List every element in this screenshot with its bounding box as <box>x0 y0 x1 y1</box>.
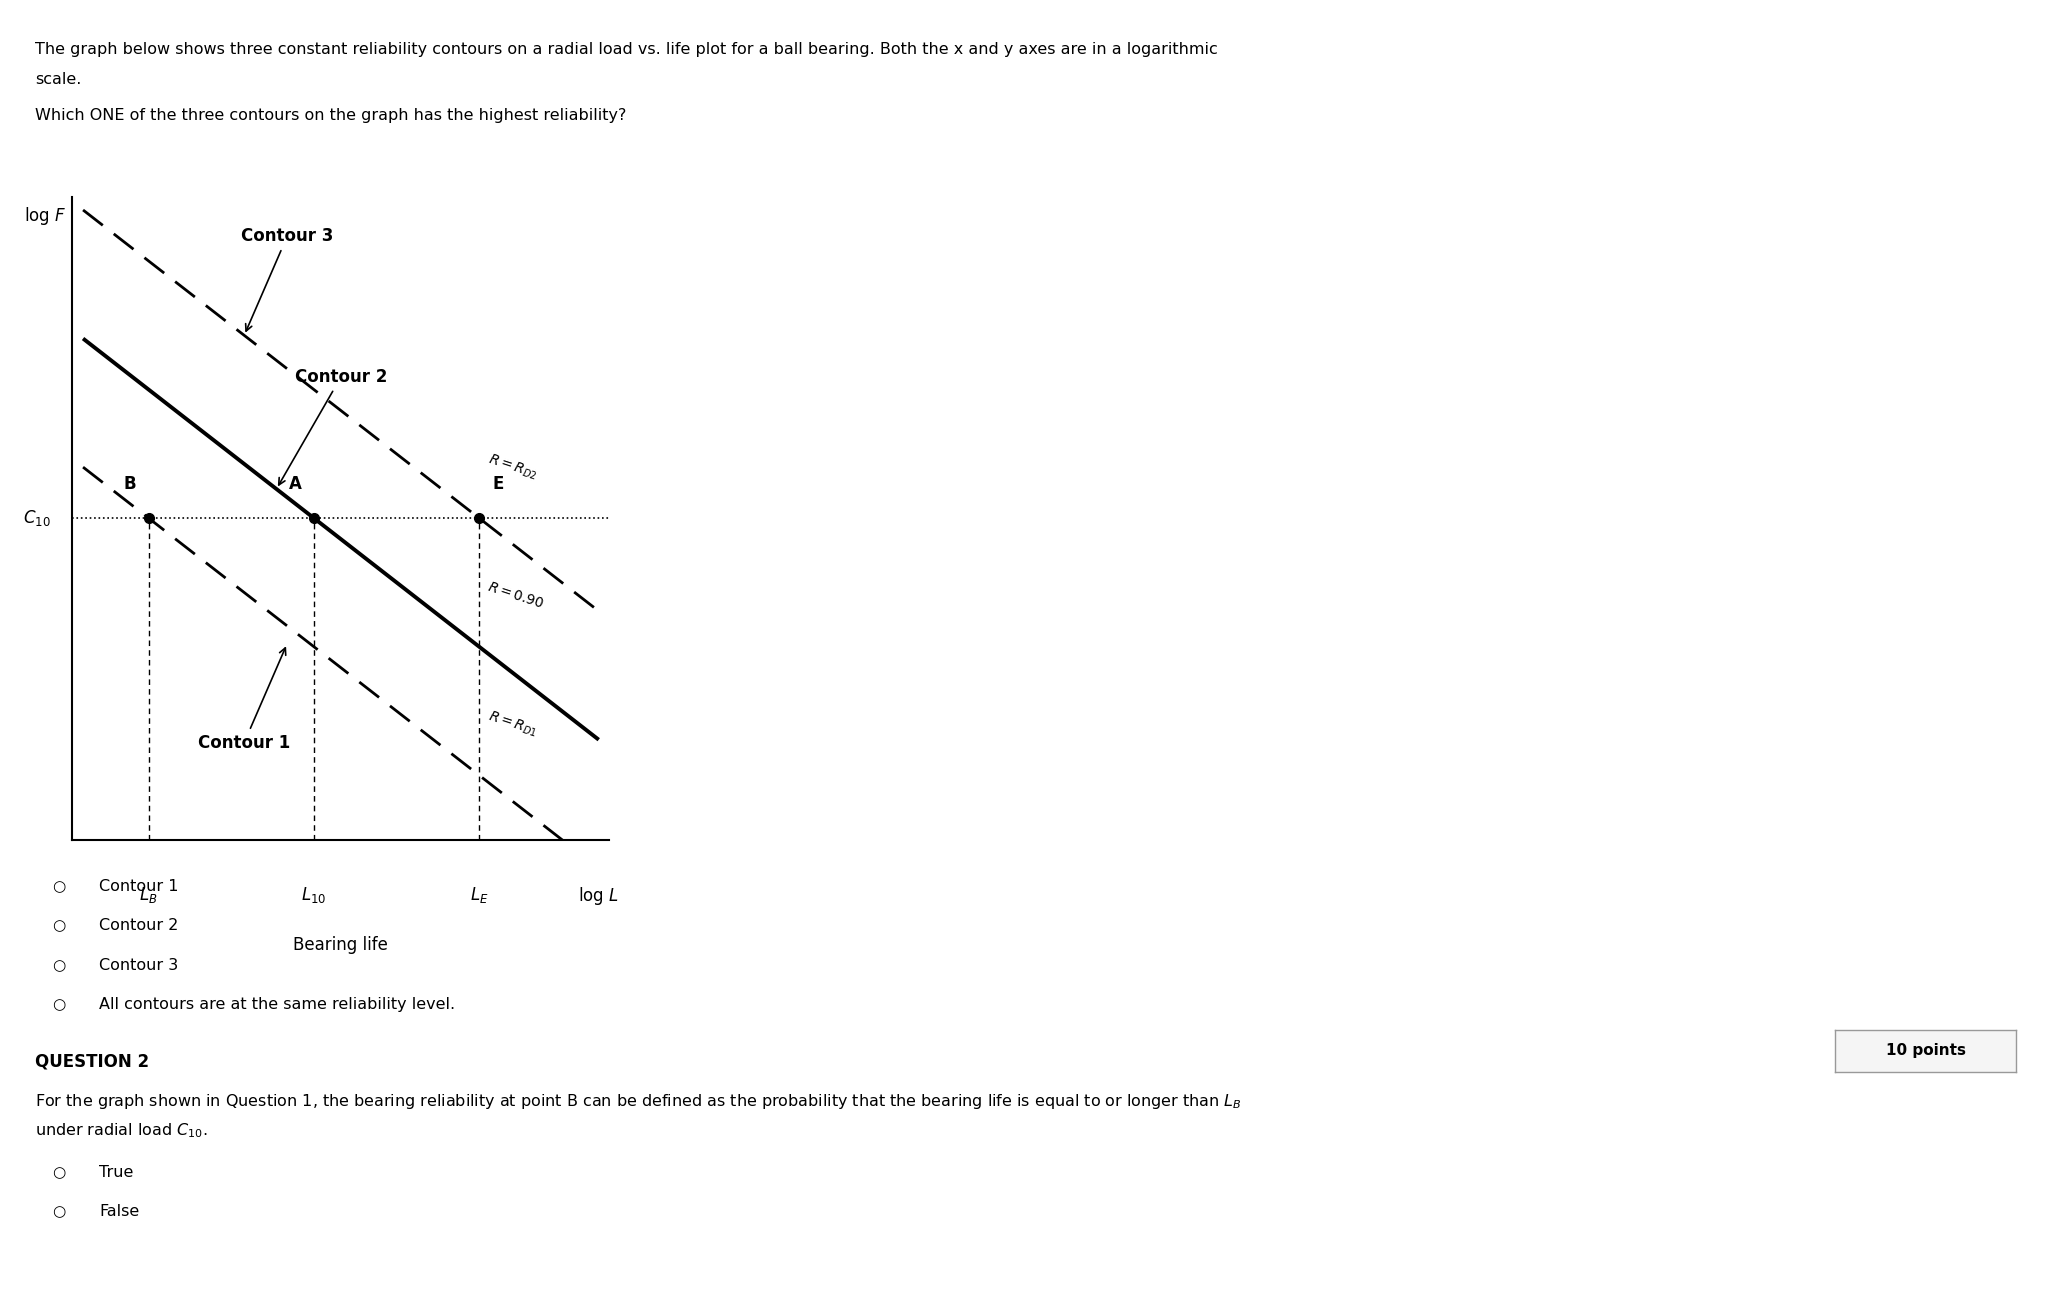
Text: ○: ○ <box>52 997 64 1012</box>
Text: True: True <box>99 1165 134 1179</box>
Text: ○: ○ <box>52 1204 64 1219</box>
Text: A: A <box>289 475 302 492</box>
Text: log $L$: log $L$ <box>578 884 620 907</box>
Text: 10 points: 10 points <box>1886 1043 1965 1059</box>
Text: Contour 3: Contour 3 <box>242 227 333 331</box>
Text: ○: ○ <box>52 958 64 972</box>
Text: $C_{10}$: $C_{10}$ <box>23 508 52 529</box>
Text: False: False <box>99 1204 138 1219</box>
Text: $R = 0.90$: $R = 0.90$ <box>486 580 545 611</box>
Text: log $F$: log $F$ <box>25 205 66 227</box>
Text: $R = R_{D2}$: $R = R_{D2}$ <box>486 451 539 483</box>
Text: ○: ○ <box>52 879 64 893</box>
Text: $L_E$: $L_E$ <box>471 884 488 905</box>
Text: All contours are at the same reliability level.: All contours are at the same reliability… <box>99 997 455 1012</box>
Text: QUESTION 2: QUESTION 2 <box>35 1052 149 1071</box>
Text: The graph below shows three constant reliability contours on a radial load vs. l: The graph below shows three constant rel… <box>35 42 1217 56</box>
Text: E: E <box>492 475 504 492</box>
Text: For the graph shown in Question 1, the bearing reliability at point B can be def: For the graph shown in Question 1, the b… <box>35 1092 1242 1110</box>
Text: $L_B$: $L_B$ <box>140 884 157 905</box>
Text: $L_{10}$: $L_{10}$ <box>302 884 326 905</box>
Text: Contour 2: Contour 2 <box>99 918 178 933</box>
Text: scale.: scale. <box>35 72 81 87</box>
Text: Contour 2: Contour 2 <box>279 369 386 485</box>
Text: Bearing life: Bearing life <box>293 937 388 954</box>
Text: under radial load $C_{10}$.: under radial load $C_{10}$. <box>35 1122 209 1140</box>
Text: Which ONE of the three contours on the graph has the highest reliability?: Which ONE of the three contours on the g… <box>35 108 626 122</box>
Text: ○: ○ <box>52 1165 64 1179</box>
Text: B: B <box>124 475 136 492</box>
Text: Contour 3: Contour 3 <box>99 958 178 972</box>
Text: ○: ○ <box>52 918 64 933</box>
Text: $R = R_{D1}$: $R = R_{D1}$ <box>486 708 539 740</box>
Text: Contour 1: Contour 1 <box>99 879 178 893</box>
Text: Contour 1: Contour 1 <box>198 648 291 752</box>
